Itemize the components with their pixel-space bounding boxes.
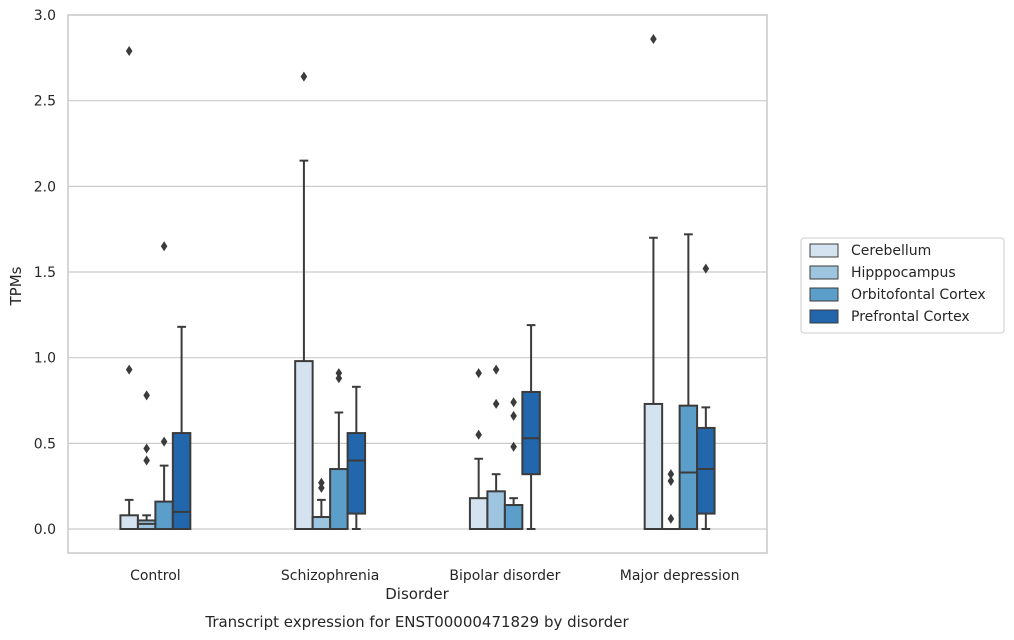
- box: [503, 504, 524, 531]
- box: [294, 360, 314, 531]
- outlier-point: [702, 263, 710, 274]
- box: [329, 468, 349, 531]
- x-tick-label: Bipolar disorder: [449, 568, 560, 584]
- box-group: [329, 368, 349, 531]
- legend-frame: [800, 237, 1005, 334]
- outlier-point: [125, 364, 133, 375]
- box-group: [503, 397, 524, 531]
- y-tick-label: 1.0: [34, 351, 56, 367]
- outlier-point: [667, 469, 675, 480]
- y-tick-label: 0.0: [34, 522, 56, 538]
- chart-caption: Transcript expression for ENST0000047182…: [204, 613, 629, 631]
- outlier-point: [125, 45, 133, 56]
- box: [346, 432, 367, 515]
- box-group: [643, 33, 664, 531]
- box: [521, 390, 541, 476]
- x-tick-labels: Control Schizophrenia Bipolar disorder Majo…: [130, 568, 739, 584]
- box: [311, 516, 332, 531]
- boxes: [119, 33, 716, 531]
- outlier-point: [475, 368, 482, 379]
- box-group: [346, 385, 367, 531]
- outlier-point: [510, 441, 517, 452]
- legend-swatch: [809, 287, 839, 302]
- y-tick-label: 3.0: [34, 8, 56, 24]
- outlier-point: [667, 476, 675, 487]
- outlier-point: [318, 482, 325, 493]
- outlier-point: [335, 373, 343, 384]
- outlier-point: [300, 71, 308, 82]
- x-tick-label: Schizophrenia: [281, 568, 379, 584]
- box-group: [468, 368, 489, 531]
- legend: Cerebellum Hipppocampus Orbitofontal Corte…: [800, 237, 1005, 334]
- y-tick-label: 0.5: [34, 436, 56, 452]
- box: [643, 402, 664, 531]
- outlier-point: [510, 410, 517, 421]
- box: [154, 500, 174, 531]
- y-tick-label: 2.5: [34, 94, 56, 110]
- outlier-point: [650, 33, 657, 44]
- y-tick-label: 2.0: [34, 179, 56, 195]
- outlier-point: [160, 241, 168, 252]
- box-group: [171, 325, 192, 531]
- legend-swatch: [809, 309, 839, 324]
- legend-label: Prefrontal Cortex: [851, 309, 970, 325]
- box: [119, 514, 139, 531]
- x-axis-title: Disorder: [385, 585, 449, 603]
- y-tick-labels: 0.0 0.5 1.0 1.5 2.0 2.5 3.0: [34, 8, 56, 538]
- box-group: [119, 45, 139, 531]
- outlier-point: [335, 368, 343, 379]
- x-tick-label: Control: [130, 568, 181, 584]
- box-group: [154, 241, 174, 531]
- outlier-point: [510, 397, 517, 408]
- outlier-point: [667, 513, 675, 524]
- box-group: [521, 324, 541, 531]
- outlier-point: [475, 429, 482, 440]
- y-axis-title: TPMs: [7, 266, 25, 306]
- box-group: [486, 364, 506, 531]
- box: [678, 404, 699, 531]
- outlier-point: [492, 398, 500, 409]
- outlier-point: [318, 477, 325, 488]
- legend-label: Cerebellum: [851, 243, 931, 259]
- box: [171, 432, 192, 531]
- legend-swatch: [809, 265, 839, 280]
- box: [486, 490, 506, 531]
- legend-label: Orbitofontal Cortex: [851, 287, 986, 303]
- outlier-point: [143, 443, 150, 454]
- box: [468, 497, 489, 531]
- x-tick-label: Major depression: [620, 568, 740, 584]
- box-group: [136, 390, 157, 531]
- box-group: [696, 263, 716, 531]
- legend-label: Hipppocampus: [851, 265, 956, 281]
- outlier-point: [143, 390, 150, 401]
- outlier-point: [492, 364, 500, 375]
- box-group: [661, 469, 681, 531]
- box: [696, 426, 716, 515]
- outlier-point: [160, 436, 168, 447]
- box-group: [311, 477, 332, 531]
- outlier-point: [143, 455, 150, 466]
- plot-frame: [67, 14, 768, 554]
- legend-swatch: [809, 243, 839, 258]
- box-group: [294, 71, 314, 531]
- box-group: [678, 233, 699, 531]
- y-tick-label: 1.5: [34, 265, 56, 281]
